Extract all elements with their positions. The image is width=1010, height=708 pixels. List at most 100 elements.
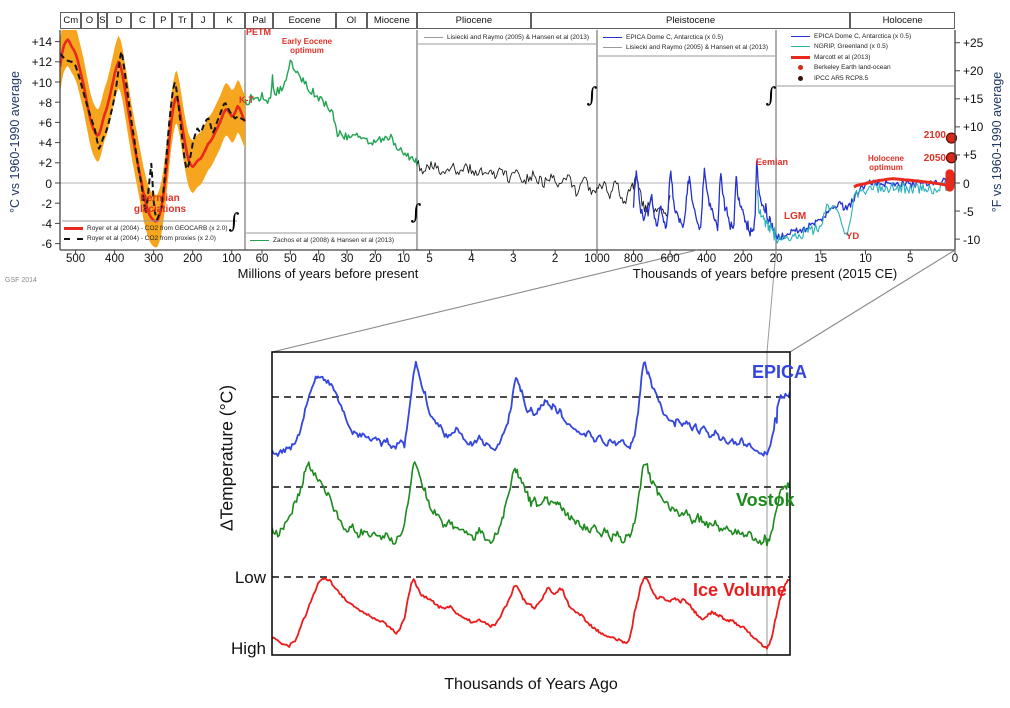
legend-label: Berkeley Earth land-ocean: [814, 64, 891, 72]
legend-label: Lisiecki and Raymo (2005) & Hansen et al…: [626, 44, 768, 52]
inset-series-ice-volume: [272, 577, 790, 650]
x-tick-label-1000: 1000: [584, 253, 610, 265]
strip-box-pal: Pal: [245, 12, 274, 29]
strip-box-p: P: [154, 12, 173, 29]
series-zachos-et-al-2008-hansen-et-al-2013: [244, 59, 418, 167]
strip-box-miocene: Miocene: [366, 12, 417, 29]
inset-vostok-series-label: Vostok: [736, 490, 795, 510]
legend-pleistocene: EPICA Dome C, Antarctica (x 0.5) Lisiecki…: [603, 32, 768, 53]
y-tick-label-c: +10: [31, 75, 52, 90]
projection-dot-2100: [945, 132, 958, 144]
series-ngrip-greenland-x-0-5: [756, 181, 955, 244]
inset-y-axis-title: ΔTemperature (°C): [216, 384, 237, 532]
x-tick-label-100: 100: [222, 253, 242, 265]
x-tick-label-10: 10: [397, 253, 411, 265]
x-tick-label-200: 200: [183, 253, 203, 265]
axis-break-icon-2: ∫: [410, 200, 422, 224]
line-swatch-icon: [603, 36, 622, 38]
line-swatch-icon: [250, 239, 269, 241]
x-tick-label-400: 400: [105, 253, 125, 265]
y-axis-title-celsius: °C vs 1960-1990 average: [8, 71, 22, 213]
inset-connector-left: [271, 249, 698, 353]
strip-box-s: S: [97, 12, 108, 29]
y-tick-label-c: +2: [38, 156, 52, 171]
annotation-early-eocene: Early Eocene optimum: [281, 37, 333, 55]
strip-box-c: C: [130, 12, 155, 29]
y-tick-label-f: -10: [963, 232, 981, 247]
modern-warming-bar: [945, 169, 954, 192]
strip-box-j: J: [192, 12, 215, 29]
x-tick-label-15: 15: [814, 253, 828, 265]
y-tick-label-c: +14: [31, 35, 52, 50]
y-tick-label-c: -2: [41, 196, 52, 211]
x-tick-label-4: 4: [468, 253, 475, 265]
x-tick-label-400: 400: [696, 253, 717, 265]
legend-label: Royer et al (2004) - CO2 from proxies (x…: [87, 235, 216, 243]
inset-connector-right: [789, 249, 956, 353]
dashed-swatch-icon: [64, 237, 83, 240]
legend-row-epica-dome-c-antarctica-x-0-5: EPICA Dome C, Antarctica (x 0.5): [791, 31, 911, 42]
legend-label: Lisiecki and Raymo (2005) & Hansen et al…: [447, 33, 589, 41]
annotation-eemian: Eemian: [756, 157, 789, 167]
strip-box-k: K: [214, 12, 245, 29]
x-tick-label-3: 3: [510, 253, 517, 265]
inset-x-axis-title: Thousands of Years Ago: [444, 676, 618, 693]
x-tick-label-5: 5: [426, 253, 433, 265]
annotation-2100: 2100: [923, 130, 946, 141]
series-epica-dome-c-antarctica-x-0-5: [632, 160, 955, 241]
annotation-2050: 2050: [923, 153, 946, 164]
annotation-holocene: Holocene optimum: [867, 154, 905, 172]
legend-row-royer-et-al-2004-co2-from-proxies-x-2-0: Royer et al (2004) - CO2 from proxies (x…: [64, 234, 228, 245]
x-tick-label-300: 300: [144, 253, 164, 265]
x-axis-label-thousands: Thousands of years before present (2015 …: [632, 266, 898, 281]
strip-box-o: O: [81, 12, 98, 29]
uncertainty-band-royer-et-al-2004-co2-from-geocarb-x-2-0: [60, 30, 245, 248]
x-tick-label-5: 5: [907, 253, 914, 265]
series-royer-et-al-2004-co2-from-geocarb-x-2-0: [60, 38, 247, 223]
axis-break-icon-4: ∫: [765, 83, 777, 107]
strip-box-pliocene: Pliocene: [416, 12, 531, 29]
x-tick-label-40: 40: [312, 253, 326, 265]
inset-ice-volume-series-label: Ice Volume: [693, 580, 787, 600]
legend-label: Royer et al (2004) - CO2 from GEOCARB (x…: [87, 224, 228, 232]
legend-row-lisiecki-and-raymo-2005-hansen-et-al-2013: Lisiecki and Raymo (2005) & Hansen et al…: [424, 32, 589, 43]
legend-row-ngrip-greenland-x-0-5: NGRIP, Greenland (x 0.5): [791, 42, 911, 53]
legend-row-ipcc-ar5-rcp8-5: IPCC AR5 RCP8.5: [791, 73, 911, 84]
y-tick-label-c: +12: [31, 55, 52, 70]
legend-label: NGRIP, Greenland (x 0.5): [814, 43, 888, 51]
line-swatch-icon: [791, 35, 810, 37]
strip-box-ol: Ol: [335, 12, 367, 29]
y-tick-label-c: +6: [38, 115, 52, 130]
legend-row-berkeley-earth-land-ocean: Berkeley Earth land-ocean: [791, 63, 911, 74]
line-swatch-icon: [424, 36, 443, 38]
x-tick-label-2: 2: [551, 253, 559, 265]
line-thick-swatch-icon: [64, 226, 83, 230]
y-tick-label-f: -5: [963, 204, 974, 219]
x-tick-label-50: 50: [283, 253, 297, 265]
legend-pliocene: Lisiecki and Raymo (2005) & Hansen et al…: [424, 32, 589, 43]
annotation-permian: Permian glaciations: [133, 193, 187, 215]
x-tick-label-60: 60: [255, 253, 269, 265]
legend-label: IPCC AR5 RCP8.5: [814, 74, 869, 82]
strip-box-tr: Tr: [172, 12, 193, 29]
inset-epica-series-label: EPICA: [752, 362, 808, 382]
x-tick-label-0: 0: [951, 253, 959, 265]
legend-row-epica-dome-c-antarctica-x-0-5: EPICA Dome C, Antarctica (x 0.5): [603, 32, 768, 43]
x-tick-label-800: 800: [623, 253, 644, 265]
inset-ice-low-label: Low: [234, 568, 266, 587]
y-axis-title-fahrenheit: °F vs 1960-1990 average: [990, 71, 1004, 213]
inset-frame: [271, 351, 791, 656]
dot-swatch-icon: [798, 75, 803, 81]
y-tick-label-c: -6: [41, 237, 52, 252]
strip-box-pleistocene: Pleistocene: [530, 12, 851, 29]
annotation-petm: PETM: [246, 27, 272, 37]
annotation-k-t: K-T: [239, 95, 254, 105]
annotation-lgm: LGM: [784, 211, 807, 222]
legend-row-lisiecki-and-raymo-2005-hansen-et-al-2013: Lisiecki and Raymo (2005) & Hansen et al…: [603, 43, 768, 54]
x-tick-label-10: 10: [859, 253, 872, 265]
strip-box-d: D: [107, 12, 131, 29]
legend-row-royer-et-al-2004-co2-from-geocarb-x-2-0: Royer et al (2004) - CO2 from GEOCARB (x…: [64, 223, 228, 234]
strip-box-cm: Cm: [60, 12, 82, 29]
inset-ice-high-label: High: [231, 639, 266, 658]
